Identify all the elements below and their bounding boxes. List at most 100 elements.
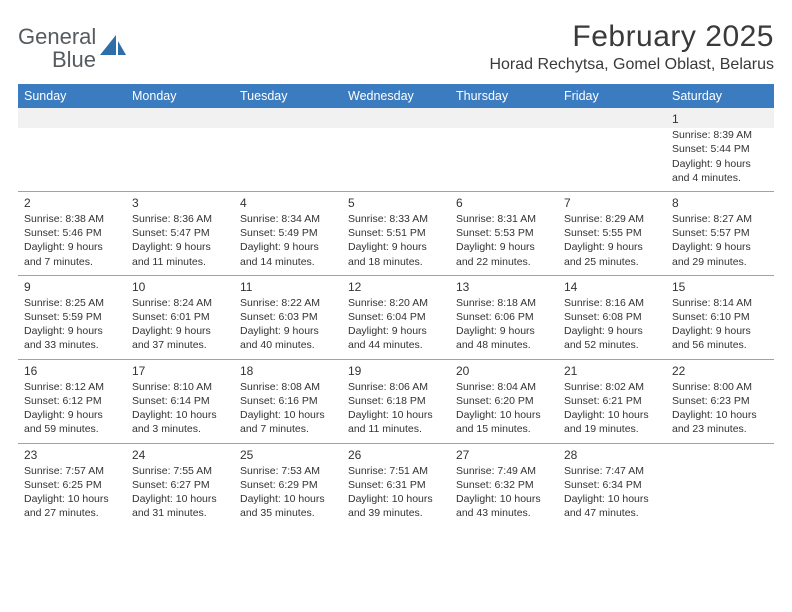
sunset-line: Sunset: 5:55 PM: [564, 226, 660, 240]
sunrise-line: Sunrise: 8:00 AM: [672, 380, 768, 394]
calendar-day-cell: 6Sunrise: 8:31 AMSunset: 5:53 PMDaylight…: [450, 192, 558, 275]
weekday-header: Tuesday: [234, 84, 342, 108]
calendar-empty-cell: [18, 108, 126, 191]
daylight-line: Daylight: 10 hours and 19 minutes.: [564, 408, 660, 436]
sunrise-line: Sunrise: 8:20 AM: [348, 296, 444, 310]
weekday-header: Wednesday: [342, 84, 450, 108]
daylight-line: Daylight: 9 hours and 11 minutes.: [132, 240, 228, 268]
calendar-week-row: 16Sunrise: 8:12 AMSunset: 6:12 PMDayligh…: [18, 359, 774, 443]
sunrise-line: Sunrise: 8:34 AM: [240, 212, 336, 226]
daylight-line: Daylight: 9 hours and 33 minutes.: [24, 324, 120, 352]
daylight-line: Daylight: 9 hours and 25 minutes.: [564, 240, 660, 268]
calendar-week-row: 23Sunrise: 7:57 AMSunset: 6:25 PMDayligh…: [18, 443, 774, 527]
sunset-line: Sunset: 6:06 PM: [456, 310, 552, 324]
logo-word-blue: Blue: [52, 47, 96, 72]
sunrise-line: Sunrise: 8:18 AM: [456, 296, 552, 310]
sunrise-line: Sunrise: 7:55 AM: [132, 464, 228, 478]
calendar-day-cell: 24Sunrise: 7:55 AMSunset: 6:27 PMDayligh…: [126, 444, 234, 527]
sunset-line: Sunset: 6:18 PM: [348, 394, 444, 408]
day-number: 27: [456, 447, 552, 463]
sunrise-line: Sunrise: 7:57 AM: [24, 464, 120, 478]
day-number: 13: [456, 279, 552, 295]
daylight-line: Daylight: 9 hours and 56 minutes.: [672, 324, 768, 352]
sunrise-line: Sunrise: 8:08 AM: [240, 380, 336, 394]
sunrise-line: Sunrise: 8:25 AM: [24, 296, 120, 310]
calendar-day-cell: 12Sunrise: 8:20 AMSunset: 6:04 PMDayligh…: [342, 276, 450, 359]
day-number: 17: [132, 363, 228, 379]
calendar-day-cell: 18Sunrise: 8:08 AMSunset: 6:16 PMDayligh…: [234, 360, 342, 443]
sunset-line: Sunset: 6:31 PM: [348, 478, 444, 492]
sunset-line: Sunset: 6:32 PM: [456, 478, 552, 492]
sunset-line: Sunset: 5:57 PM: [672, 226, 768, 240]
day-number: 19: [348, 363, 444, 379]
sunrise-line: Sunrise: 8:31 AM: [456, 212, 552, 226]
daylight-line: Daylight: 10 hours and 35 minutes.: [240, 492, 336, 520]
daylight-line: Daylight: 9 hours and 18 minutes.: [348, 240, 444, 268]
calendar-day-cell: 2Sunrise: 8:38 AMSunset: 5:46 PMDaylight…: [18, 192, 126, 275]
day-number: 23: [24, 447, 120, 463]
calendar-day-cell: 3Sunrise: 8:36 AMSunset: 5:47 PMDaylight…: [126, 192, 234, 275]
calendar-day-cell: 11Sunrise: 8:22 AMSunset: 6:03 PMDayligh…: [234, 276, 342, 359]
sunrise-line: Sunrise: 8:02 AM: [564, 380, 660, 394]
calendar-day-cell: 19Sunrise: 8:06 AMSunset: 6:18 PMDayligh…: [342, 360, 450, 443]
daylight-line: Daylight: 9 hours and 40 minutes.: [240, 324, 336, 352]
daylight-line: Daylight: 9 hours and 37 minutes.: [132, 324, 228, 352]
sunset-line: Sunset: 5:49 PM: [240, 226, 336, 240]
calendar-day-cell: 8Sunrise: 8:27 AMSunset: 5:57 PMDaylight…: [666, 192, 774, 275]
daylight-line: Daylight: 9 hours and 52 minutes.: [564, 324, 660, 352]
sunrise-line: Sunrise: 8:10 AM: [132, 380, 228, 394]
calendar-day-cell: 20Sunrise: 8:04 AMSunset: 6:20 PMDayligh…: [450, 360, 558, 443]
calendar-empty-cell: [234, 108, 342, 191]
page-header: General Blue February 2025 Horad Rechyts…: [18, 20, 774, 74]
sunset-line: Sunset: 5:51 PM: [348, 226, 444, 240]
sunrise-line: Sunrise: 8:22 AM: [240, 296, 336, 310]
sunset-line: Sunset: 5:59 PM: [24, 310, 120, 324]
calendar-day-cell: 13Sunrise: 8:18 AMSunset: 6:06 PMDayligh…: [450, 276, 558, 359]
day-number: 12: [348, 279, 444, 295]
day-number: 10: [132, 279, 228, 295]
calendar-day-cell: 25Sunrise: 7:53 AMSunset: 6:29 PMDayligh…: [234, 444, 342, 527]
daylight-line: Daylight: 9 hours and 29 minutes.: [672, 240, 768, 268]
sunset-line: Sunset: 5:47 PM: [132, 226, 228, 240]
sunset-line: Sunset: 6:21 PM: [564, 394, 660, 408]
calendar-day-cell: 22Sunrise: 8:00 AMSunset: 6:23 PMDayligh…: [666, 360, 774, 443]
logo-word-general: General: [18, 24, 96, 49]
sunrise-line: Sunrise: 8:24 AM: [132, 296, 228, 310]
sunset-line: Sunset: 6:03 PM: [240, 310, 336, 324]
calendar-week-row: 2Sunrise: 8:38 AMSunset: 5:46 PMDaylight…: [18, 191, 774, 275]
sunset-line: Sunset: 6:27 PM: [132, 478, 228, 492]
sunrise-line: Sunrise: 8:16 AM: [564, 296, 660, 310]
daylight-line: Daylight: 10 hours and 3 minutes.: [132, 408, 228, 436]
sunset-line: Sunset: 5:46 PM: [24, 226, 120, 240]
daylight-line: Daylight: 9 hours and 4 minutes.: [672, 157, 768, 185]
calendar-empty-cell: [342, 108, 450, 191]
day-number: 18: [240, 363, 336, 379]
daylight-line: Daylight: 9 hours and 48 minutes.: [456, 324, 552, 352]
sunrise-line: Sunrise: 8:27 AM: [672, 212, 768, 226]
logo-sail-icon: [100, 35, 126, 62]
sunset-line: Sunset: 6:08 PM: [564, 310, 660, 324]
day-number: 14: [564, 279, 660, 295]
calendar-empty-cell: [666, 444, 774, 527]
sunrise-line: Sunrise: 7:47 AM: [564, 464, 660, 478]
sunrise-line: Sunrise: 8:38 AM: [24, 212, 120, 226]
sunrise-line: Sunrise: 8:04 AM: [456, 380, 552, 394]
sunset-line: Sunset: 6:10 PM: [672, 310, 768, 324]
daylight-line: Daylight: 10 hours and 39 minutes.: [348, 492, 444, 520]
sunrise-line: Sunrise: 7:51 AM: [348, 464, 444, 478]
day-number: 9: [24, 279, 120, 295]
weekday-header: Saturday: [666, 84, 774, 108]
calendar-day-cell: 1Sunrise: 8:39 AMSunset: 5:44 PMDaylight…: [666, 108, 774, 191]
calendar-empty-cell: [558, 108, 666, 191]
sunrise-line: Sunrise: 8:06 AM: [348, 380, 444, 394]
calendar-week-row: 9Sunrise: 8:25 AMSunset: 5:59 PMDaylight…: [18, 275, 774, 359]
calendar-day-cell: 14Sunrise: 8:16 AMSunset: 6:08 PMDayligh…: [558, 276, 666, 359]
sunrise-line: Sunrise: 7:49 AM: [456, 464, 552, 478]
day-number: 26: [348, 447, 444, 463]
calendar-day-cell: 15Sunrise: 8:14 AMSunset: 6:10 PMDayligh…: [666, 276, 774, 359]
daylight-line: Daylight: 9 hours and 22 minutes.: [456, 240, 552, 268]
daylight-line: Daylight: 10 hours and 43 minutes.: [456, 492, 552, 520]
sunset-line: Sunset: 6:20 PM: [456, 394, 552, 408]
daylight-line: Daylight: 10 hours and 7 minutes.: [240, 408, 336, 436]
daylight-line: Daylight: 10 hours and 23 minutes.: [672, 408, 768, 436]
